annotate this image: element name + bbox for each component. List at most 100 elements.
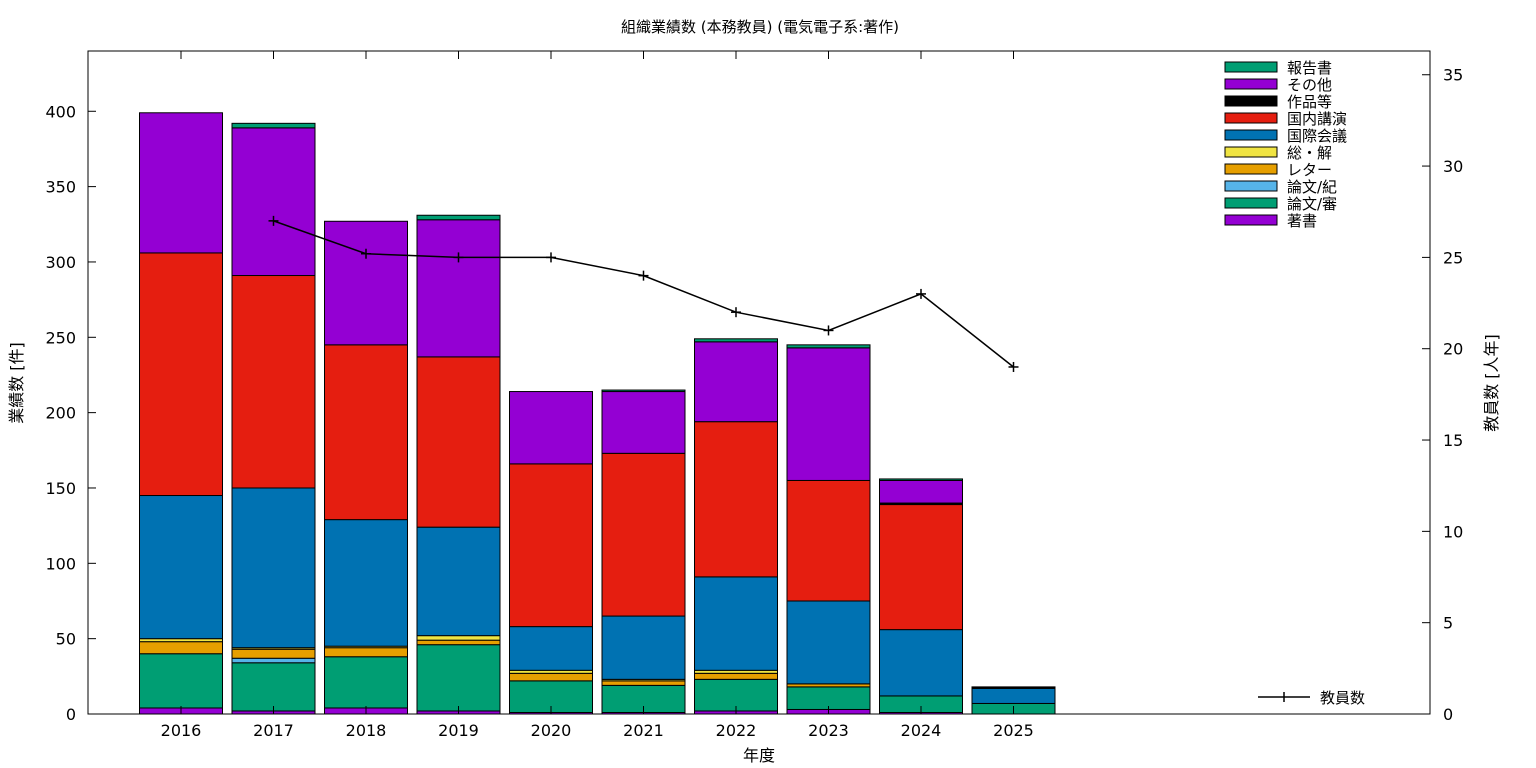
legend-label-0: 報告書 <box>1287 59 1332 77</box>
line-point-2024 <box>916 288 926 299</box>
legend-swatch-9 <box>1224 214 1278 226</box>
legend-item-4: 国際会議 <box>1224 127 1347 145</box>
bar-segment-2021-6 <box>601 452 686 617</box>
y-tick-label-350: 350 <box>45 178 76 197</box>
legend-item-3: 国内講演 <box>1224 110 1347 128</box>
legend-label-5: 総・解 <box>1287 144 1332 162</box>
legend-label-1: その他 <box>1287 76 1332 94</box>
bar-segment-2022-5 <box>694 576 778 671</box>
bar-segment-2024-9 <box>879 478 963 481</box>
bar-segment-2019-3 <box>416 639 501 646</box>
y2-tick-label-0: 0 <box>1443 705 1453 724</box>
bar-segment-2020-8 <box>509 391 593 465</box>
bar-segment-2017-9 <box>231 122 316 129</box>
line-layer <box>268 215 1019 372</box>
y2-tick-label-10: 10 <box>1443 522 1463 541</box>
bar-segment-2019-4 <box>416 635 501 641</box>
legend-swatch-7 <box>1224 180 1278 192</box>
bar-segment-2019-8 <box>416 219 501 358</box>
x-tick-label-2023: 2023 <box>808 721 849 740</box>
legend-label-8: 論文/審 <box>1287 195 1337 213</box>
legend-label-4: 国際会議 <box>1287 127 1347 145</box>
bar-segment-2019-6 <box>416 356 501 528</box>
legend-label-9: 著書 <box>1287 212 1317 230</box>
y-tick-label-0: 0 <box>66 705 76 724</box>
legend-item-0: 報告書 <box>1224 59 1332 77</box>
legend-swatch-0 <box>1224 61 1278 73</box>
bar-segment-2020-3 <box>509 672 593 682</box>
y2-tick-label-30: 30 <box>1443 157 1463 176</box>
line-point-2021 <box>638 270 649 281</box>
bar-segment-2016-5 <box>139 495 223 640</box>
bar-segment-2022-9 <box>694 338 778 343</box>
bar-segment-2024-8 <box>879 479 963 504</box>
bar-segment-2018-1 <box>324 656 408 709</box>
legend-item-2: 作品等 <box>1224 93 1332 111</box>
bar-segment-2022-8 <box>694 341 778 423</box>
line-legend-label: 教員数 <box>1320 689 1365 707</box>
legend-item-8: 論文/審 <box>1224 195 1337 213</box>
y-tick-label-100: 100 <box>45 554 76 573</box>
bar-segment-2021-8 <box>601 391 686 454</box>
x-tick-label-2022: 2022 <box>716 721 757 740</box>
x-tick-label-2018: 2018 <box>346 721 387 740</box>
bar-segment-2020-5 <box>509 626 593 671</box>
bar-segment-2017-3 <box>231 648 316 659</box>
y-axis-label: 業績数 [件] <box>7 342 26 424</box>
legend-item-6: レター <box>1224 161 1332 179</box>
line-point-2017 <box>268 215 279 226</box>
y-tick-label-250: 250 <box>45 328 76 347</box>
y2-tick-label-25: 25 <box>1443 248 1463 267</box>
y2-axis-label: 教員数 [人年] <box>1482 334 1501 432</box>
y-tick-label-300: 300 <box>45 253 76 272</box>
bar-segment-2019-5 <box>416 526 501 637</box>
bar-segment-2025-7 <box>971 686 1056 689</box>
line-point-2020 <box>546 252 556 263</box>
legend-swatch-5 <box>1224 146 1278 158</box>
legend-label-6: レター <box>1287 161 1332 179</box>
y-tick-label-50: 50 <box>56 630 76 649</box>
legend-swatch-3 <box>1224 112 1278 124</box>
bar-segment-2018-3 <box>324 647 408 658</box>
x-tick-label-2021: 2021 <box>623 721 664 740</box>
bar-segment-2018-8 <box>324 220 408 346</box>
x-tick-label-2019: 2019 <box>438 721 479 740</box>
bar-segment-2023-5 <box>786 600 871 685</box>
legend-item-1: その他 <box>1224 76 1332 94</box>
bar-segment-2023-6 <box>786 479 871 602</box>
bar-segment-2016-1 <box>139 653 223 709</box>
bar-segment-2022-3 <box>694 672 778 680</box>
y-tick-label-200: 200 <box>45 404 76 423</box>
x-tick-label-2016: 2016 <box>161 721 202 740</box>
bar-segment-2017-8 <box>231 127 316 277</box>
legend-item-5: 総・解 <box>1224 144 1332 162</box>
bar-segment-2022-1 <box>694 678 778 712</box>
bar-segment-2024-6 <box>879 504 963 631</box>
bar-segment-2023-9 <box>786 344 871 349</box>
bar-segment-2019-9 <box>416 214 501 221</box>
x-tick-label-2017: 2017 <box>253 721 294 740</box>
bar-segment-2017-1 <box>231 662 316 712</box>
y2-tick-label-20: 20 <box>1443 340 1463 359</box>
legend-swatch-4 <box>1224 129 1278 141</box>
bar-segment-2016-8 <box>139 112 223 254</box>
bar-segment-2016-3 <box>139 641 223 655</box>
bar-segment-2025-5 <box>971 687 1056 704</box>
x-tick-label-2024: 2024 <box>901 721 942 740</box>
plot-frame <box>87 50 1431 715</box>
bar-segment-2018-5 <box>324 519 408 647</box>
chart-title: 組織業績数 (本務教員) (電気電子系:著作) <box>621 18 899 36</box>
legend-label-7: 論文/紀 <box>1287 178 1337 196</box>
bar-segment-2017-5 <box>231 487 316 649</box>
bar-segment-2020-6 <box>509 463 593 628</box>
x-axis-label: 年度 <box>743 746 775 765</box>
bar-segment-2021-3 <box>601 680 686 686</box>
bar-segment-2016-6 <box>139 252 223 497</box>
bar-segment-2017-2 <box>231 657 316 664</box>
bar-segment-2018-6 <box>324 344 408 521</box>
bar-segment-2024-5 <box>879 629 963 697</box>
y-tick-label-400: 400 <box>45 102 76 121</box>
line-point-2023 <box>823 325 834 336</box>
bar-segment-2017-6 <box>231 275 316 489</box>
